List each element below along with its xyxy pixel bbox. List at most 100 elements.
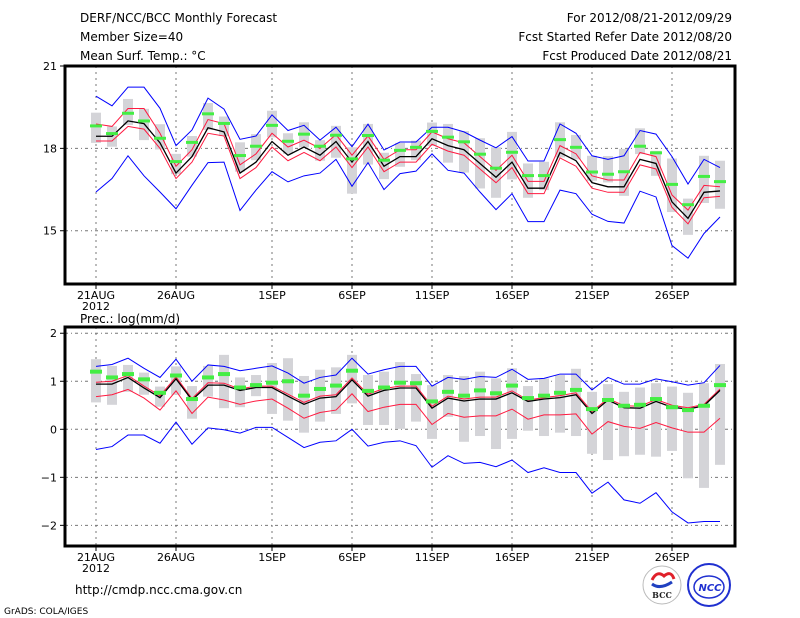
control-marker — [618, 170, 630, 174]
control-marker — [426, 399, 438, 404]
control-marker — [698, 403, 710, 408]
control-marker — [314, 144, 326, 148]
control-marker — [538, 393, 550, 398]
source-url[interactable]: http://cmdp.ncc.cma.gov.cn — [75, 583, 242, 597]
min-line — [95, 421, 720, 524]
x-tick-label: 26SEP — [655, 289, 690, 302]
spread-box — [315, 140, 325, 161]
spread-box — [507, 368, 517, 439]
spread-box — [651, 383, 661, 457]
control-marker — [410, 145, 422, 149]
spread-box — [459, 131, 469, 173]
y-tick-label: −1 — [41, 471, 57, 484]
spread-box — [219, 116, 229, 137]
control-marker — [602, 398, 614, 402]
spread-box — [683, 198, 693, 235]
x-tick-label: 26AUG — [157, 551, 195, 564]
x-tick-label: 21AUG — [77, 289, 115, 302]
control-marker — [378, 385, 390, 390]
control-marker — [634, 402, 646, 407]
upper-spread-line — [95, 374, 721, 413]
spread-box — [475, 371, 485, 437]
ncc-logo: NCC — [687, 563, 731, 607]
y-tick-label: −2 — [41, 519, 57, 532]
control-marker — [586, 407, 598, 412]
control-marker — [138, 377, 150, 382]
control-marker — [666, 405, 678, 410]
x-tick-label: 11SEP — [415, 551, 450, 564]
spread-box — [667, 386, 677, 451]
control-marker — [250, 144, 262, 148]
spread-box — [91, 112, 101, 143]
ensemble-mean-line — [96, 120, 721, 220]
control-marker — [474, 152, 486, 156]
spread-box — [363, 123, 373, 165]
control-marker — [90, 124, 102, 128]
control-marker — [122, 111, 134, 115]
control-marker — [442, 135, 454, 139]
control-marker — [170, 373, 182, 378]
lower-spread-line — [95, 388, 721, 435]
control-marker — [330, 133, 342, 137]
x-tick-label: 21SEP — [575, 289, 610, 302]
control-marker — [586, 170, 598, 174]
spread-box — [267, 363, 277, 414]
control-marker — [506, 150, 518, 154]
spread-box — [139, 372, 149, 395]
x-tick-label: 21AUG — [77, 551, 115, 564]
spread-box — [523, 386, 533, 431]
spread-box — [187, 386, 197, 419]
x-tick-label: 6SEP — [338, 289, 366, 302]
control-marker — [458, 140, 470, 144]
control-marker — [202, 375, 214, 380]
control-marker — [218, 372, 230, 377]
spread-box — [491, 378, 501, 449]
spread-box — [443, 123, 453, 163]
control-marker — [506, 383, 518, 388]
spread-box — [379, 371, 389, 425]
control-marker — [154, 136, 166, 140]
spread-box — [683, 392, 693, 479]
spread-box — [619, 391, 629, 457]
spread-box — [395, 142, 405, 167]
spread-box — [715, 363, 725, 465]
control-marker — [298, 393, 310, 398]
control-marker — [410, 381, 422, 386]
control-marker — [106, 132, 118, 136]
spread-box — [491, 147, 501, 198]
x-tick-label: 26SEP — [655, 551, 690, 564]
control-marker — [170, 160, 182, 164]
control-marker — [330, 383, 342, 388]
control-marker — [378, 158, 390, 162]
x-tick-label: 1SEP — [258, 289, 286, 302]
y-tick-label: 1 — [50, 375, 57, 388]
plot-frame — [63, 325, 737, 548]
control-marker — [682, 203, 694, 207]
control-marker — [282, 379, 294, 384]
svg-text:NCC: NCC — [698, 583, 722, 594]
x-tick-label: 16SEP — [495, 289, 530, 302]
control-marker — [682, 408, 694, 413]
control-marker — [522, 174, 534, 178]
control-marker — [314, 386, 326, 391]
control-marker — [426, 129, 438, 133]
control-marker — [282, 139, 294, 143]
plot-frame — [63, 64, 737, 286]
control-marker — [538, 174, 550, 178]
spread-box — [219, 354, 229, 409]
control-marker — [394, 148, 406, 152]
max-line — [95, 86, 721, 186]
control-marker — [554, 390, 566, 395]
control-marker — [618, 403, 630, 408]
spread-box — [331, 367, 341, 414]
spread-box — [107, 365, 117, 405]
spread-box — [539, 378, 549, 437]
spread-box — [171, 153, 181, 175]
spread-box — [395, 362, 405, 429]
control-marker — [202, 112, 214, 116]
spread-box — [587, 155, 597, 181]
spread-box — [203, 103, 213, 130]
control-marker — [554, 138, 566, 142]
control-marker — [714, 383, 726, 388]
